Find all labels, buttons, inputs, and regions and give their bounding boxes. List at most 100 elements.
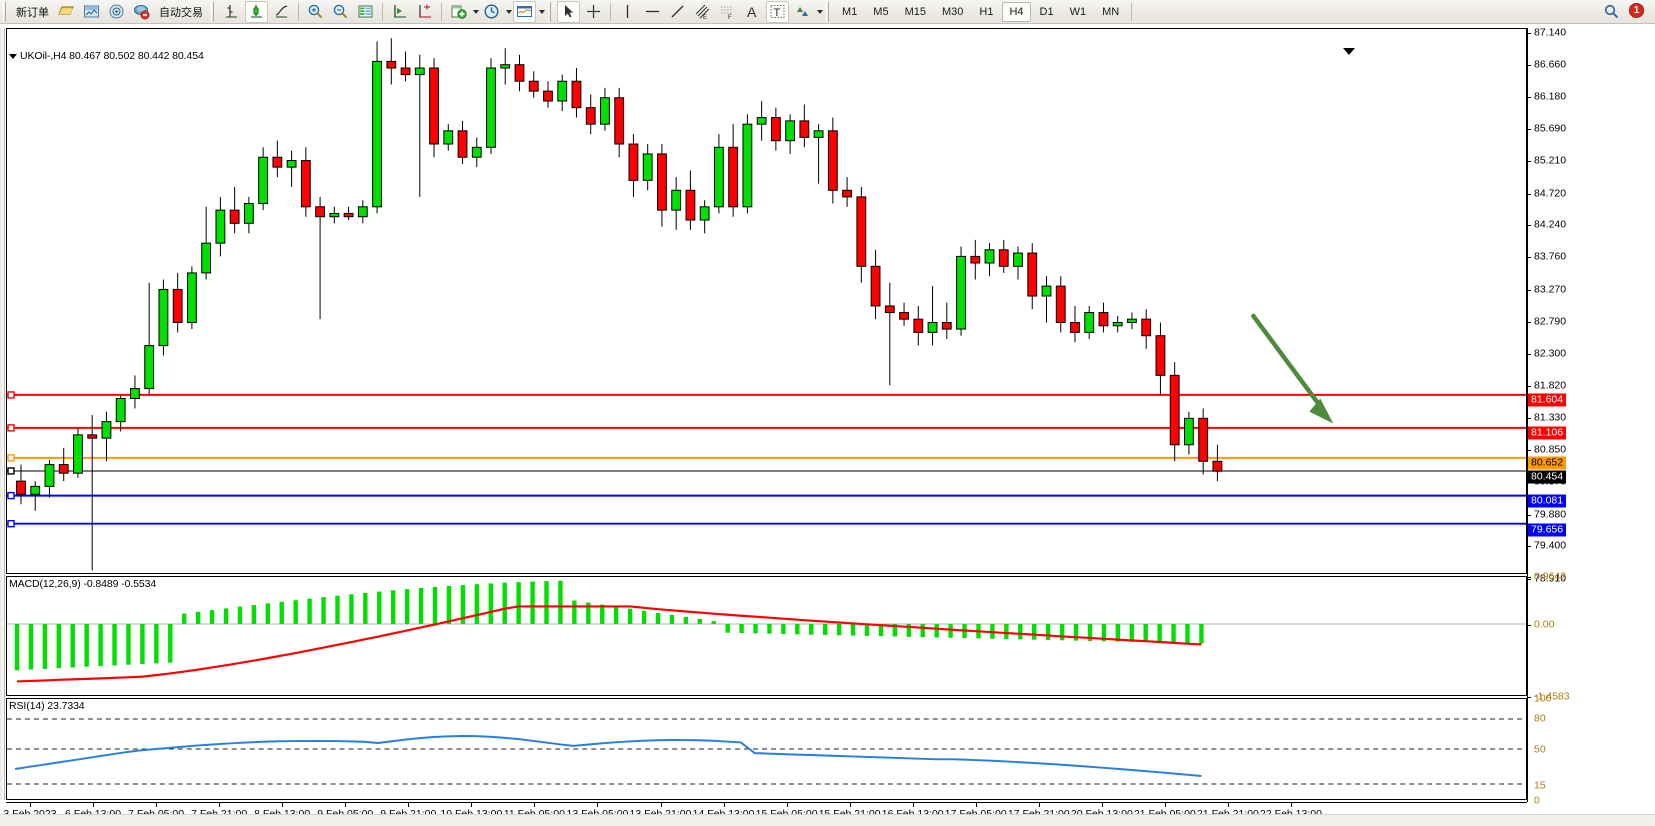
time-tick xyxy=(345,803,347,807)
timeframe-w1[interactable]: W1 xyxy=(1069,5,1087,18)
candlestick-chart-icon[interactable] xyxy=(245,0,268,23)
svg-text:F: F xyxy=(728,15,732,20)
shift-end-icon[interactable] xyxy=(388,1,411,23)
time-tick xyxy=(534,803,536,807)
toolbar-separator-5 xyxy=(1131,2,1133,21)
price-tick xyxy=(1527,514,1531,516)
time-tick xyxy=(156,803,158,807)
toolbar-grip-2[interactable] xyxy=(210,1,217,22)
time-tick xyxy=(1164,803,1166,807)
new-order-button[interactable]: 新订单 xyxy=(16,6,49,19)
price-tick xyxy=(1527,546,1531,548)
timeframe-m1[interactable]: M1 xyxy=(842,5,858,18)
price-tick xyxy=(1527,418,1531,420)
price-tick xyxy=(1527,450,1531,452)
chart-left-spine xyxy=(0,28,5,800)
cursor-icon[interactable] xyxy=(557,0,580,23)
zoom-out-icon[interactable] xyxy=(329,1,352,23)
rsi-tick-label: 15 xyxy=(1534,779,1546,792)
price-tick-label: 85.690 xyxy=(1534,122,1567,135)
crosshair-icon[interactable] xyxy=(582,1,605,23)
time-tick xyxy=(93,803,95,807)
rsi-tick-label: 80 xyxy=(1534,712,1546,725)
toolbar-grip-4[interactable] xyxy=(825,1,832,22)
equidistant-channel-icon[interactable]: E xyxy=(691,1,714,23)
timeframe-h1[interactable]: H1 xyxy=(979,5,994,18)
data-window-icon[interactable] xyxy=(80,1,103,23)
bar-chart-icon[interactable] xyxy=(220,1,243,23)
price-level-tag-target[interactable]: 80.081 xyxy=(1528,494,1567,508)
fibonacci-icon[interactable]: F xyxy=(716,1,739,23)
time-tick xyxy=(660,803,662,807)
time-tick xyxy=(849,803,851,807)
horizontal-line-icon[interactable] xyxy=(641,1,664,23)
symbol-title: UKOil-,H4 80.467 80.502 80.442 80.454 xyxy=(9,50,204,62)
symbol-collapse-caret[interactable] xyxy=(9,53,17,59)
time-tick xyxy=(1038,803,1040,807)
rsi-pane[interactable] xyxy=(6,698,1527,800)
indicators-add-icon[interactable] xyxy=(447,1,470,23)
indicators-dropdown-caret[interactable] xyxy=(473,9,479,14)
shapes-icon[interactable] xyxy=(791,1,814,23)
text-box-icon[interactable]: T xyxy=(766,0,789,23)
timeframe-m30[interactable]: M30 xyxy=(941,5,964,18)
symbol-title-text: UKOil-,H4 80.467 80.502 80.442 80.454 xyxy=(20,50,204,62)
price-tick-label: 86.660 xyxy=(1534,58,1567,71)
shapes-dropdown-caret[interactable] xyxy=(817,9,823,14)
zoom-in-icon[interactable] xyxy=(304,1,327,23)
macd-tick-label: 0.00 xyxy=(1534,618,1555,631)
expert-advisor-icon[interactable] xyxy=(130,1,153,23)
line-chart-icon[interactable] xyxy=(270,1,293,23)
price-pane[interactable] xyxy=(6,28,1527,574)
period-clock-icon[interactable] xyxy=(480,1,503,23)
period-dropdown-caret[interactable] xyxy=(506,9,512,14)
rsi-axis: 100 80 50 15 0 xyxy=(1527,693,1655,806)
svg-text:E: E xyxy=(703,15,707,20)
toolbar-separator xyxy=(298,2,299,21)
toolbar-grip[interactable] xyxy=(2,1,9,22)
time-tick xyxy=(30,803,31,807)
price-tick-label: 84.240 xyxy=(1534,218,1567,231)
price-level-tag-resistance[interactable]: 81.604 xyxy=(1528,393,1567,407)
horizontal-scrollbar[interactable] xyxy=(0,814,1655,826)
alert-bubble-icon[interactable]: 1 xyxy=(1625,1,1649,23)
templates-icon[interactable] xyxy=(513,0,536,23)
price-level-tag-bid[interactable]: 80.454 xyxy=(1528,470,1567,484)
search-icon[interactable] xyxy=(1600,1,1623,23)
toolbar-grip-3[interactable] xyxy=(547,1,554,22)
templates-dropdown-caret[interactable] xyxy=(539,9,545,14)
macd-title: MACD(12,26,9) -0.8489 -0.5534 xyxy=(9,578,157,590)
vertical-line-icon[interactable] xyxy=(616,1,639,23)
folder-icon[interactable] xyxy=(55,1,78,23)
price-tick-label: 78.910 xyxy=(1534,572,1567,585)
timeframe-d1[interactable]: D1 xyxy=(1039,5,1054,18)
price-tick-label: 85.210 xyxy=(1534,154,1567,167)
trendline-icon[interactable] xyxy=(666,1,689,23)
time-tick xyxy=(1227,803,1229,807)
auto-trading-button[interactable]: 自动交易 xyxy=(159,6,203,19)
price-level-tag-entry[interactable]: 80.652 xyxy=(1528,456,1567,470)
timeframe-h4[interactable]: H4 xyxy=(1002,1,1031,22)
rsi-indicator-chart xyxy=(7,718,1526,785)
macd-tick-label: 0.9642 xyxy=(1534,570,1567,583)
navigator-icon[interactable] xyxy=(105,1,128,23)
price-tick-label: 80.850 xyxy=(1534,443,1567,456)
price-level-tag-target[interactable]: 79.656 xyxy=(1528,523,1567,536)
macd-pane[interactable] xyxy=(6,576,1527,696)
macd-tick xyxy=(1527,697,1531,698)
chart-workspace[interactable]: UKOil-,H4 80.467 80.502 80.442 80.454 MA… xyxy=(0,24,1655,826)
timeframe-m5[interactable]: M5 xyxy=(873,5,889,18)
timeframe-mn[interactable]: MN xyxy=(1102,5,1120,18)
chart-shift-marker[interactable] xyxy=(1343,48,1355,55)
price-candlestick-chart xyxy=(7,38,1526,571)
timeframe-m15[interactable]: M15 xyxy=(904,5,926,18)
auto-scroll-icon[interactable] xyxy=(413,1,436,23)
price-tick xyxy=(1527,321,1531,323)
time-tick xyxy=(597,803,599,807)
price-axis[interactable]: 87.140 86.660 86.180 85.690 85.210 84.720 84.2… xyxy=(1527,27,1655,584)
macd-axis-line xyxy=(1527,576,1528,698)
price-tick-label: 83.270 xyxy=(1534,283,1567,296)
text-label-icon[interactable]: A xyxy=(741,1,764,23)
data-grid-icon[interactable] xyxy=(354,1,377,23)
price-level-tag-resistance[interactable]: 81.106 xyxy=(1528,426,1567,440)
